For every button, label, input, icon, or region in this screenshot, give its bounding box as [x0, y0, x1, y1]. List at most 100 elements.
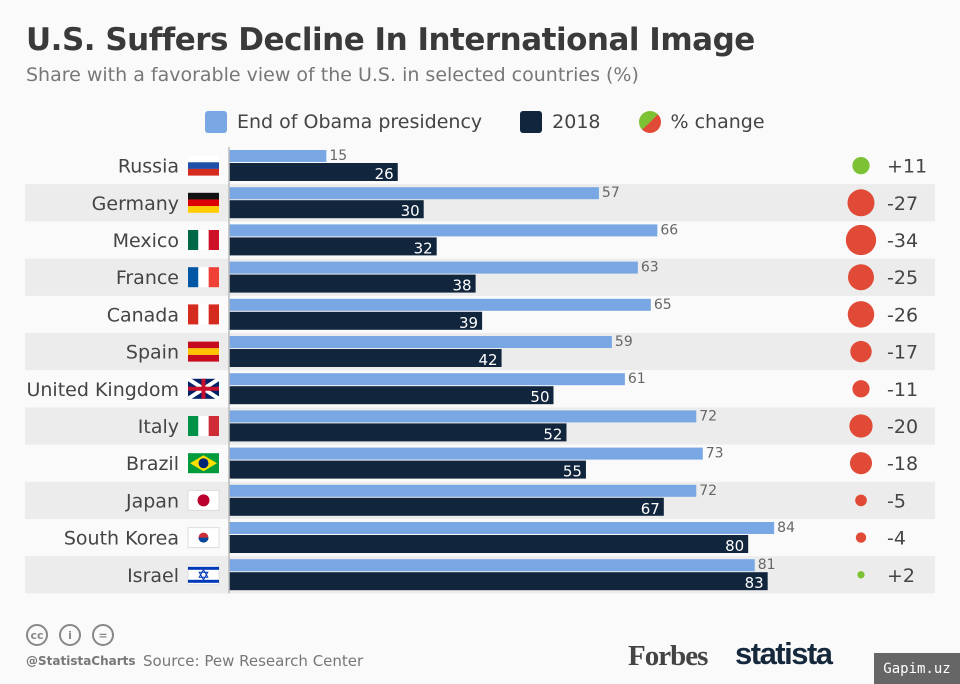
- flag-stripe: [198, 304, 209, 325]
- flag-stripe: [198, 416, 209, 436]
- bar-label-2018: 39: [459, 314, 478, 332]
- bar-2018: [229, 200, 424, 219]
- bar-2018: [229, 460, 586, 479]
- bar-obama: [229, 336, 612, 348]
- bar-label-2018: 55: [563, 463, 582, 481]
- flag-stripe: [208, 267, 219, 288]
- bar-2018: [229, 497, 664, 516]
- bar-obama: [229, 559, 755, 572]
- flag-stripe: [188, 206, 219, 213]
- change-label: -17: [887, 342, 918, 364]
- no-derivatives-icon: =: [92, 624, 114, 646]
- change-label: -34: [887, 230, 918, 252]
- change-label: -27: [887, 193, 918, 215]
- flag-stripe: [188, 199, 219, 207]
- bar-label-obama: 15: [329, 148, 347, 164]
- flag-stripe: [208, 416, 219, 436]
- change-bubble: [848, 264, 874, 291]
- bar-2018: [229, 237, 437, 256]
- change-label: +2: [887, 565, 915, 587]
- category-label: Brazil: [126, 453, 179, 475]
- change-label: -25: [887, 267, 918, 289]
- bar-label-obama: 65: [654, 297, 672, 313]
- bar-2018: [229, 274, 476, 293]
- flag-stripe: [188, 162, 219, 169]
- category-label: Israel: [127, 565, 179, 587]
- change-bubble: [847, 189, 875, 217]
- category-label: South Korea: [64, 528, 179, 550]
- bar-obama: [229, 484, 697, 497]
- change-bubble: [857, 571, 865, 579]
- bar-label-2018: 42: [478, 351, 497, 369]
- bar-2018: [229, 386, 554, 405]
- change-bubble: [855, 532, 867, 543]
- bar-label-obama: 59: [615, 334, 633, 350]
- change-label: -20: [887, 416, 918, 438]
- bar-label-2018: 52: [543, 425, 562, 443]
- bar-label-2018: 26: [375, 165, 394, 183]
- watermark: Gapim.uz: [874, 653, 960, 684]
- flag-stripe: [188, 566, 219, 570]
- bar-2018: [229, 535, 749, 553]
- bar-obama: [229, 373, 625, 386]
- bar-obama: [229, 410, 697, 423]
- bar-label-obama: 66: [660, 222, 678, 238]
- flag-stripe: [188, 230, 199, 250]
- bar-2018: [229, 572, 768, 591]
- legend-swatch-obama: [205, 111, 227, 133]
- bar-label-2018: 32: [414, 239, 433, 257]
- change-label: -4: [887, 528, 906, 550]
- legend-label: 2018: [552, 111, 601, 133]
- statista-logo: statista: [735, 636, 833, 671]
- change-bubble: [845, 224, 877, 256]
- flag-stripe: [198, 267, 209, 288]
- change-bubble: [855, 494, 867, 507]
- flag-stripe: [208, 304, 219, 325]
- source-note: Source: Pew Research Center: [143, 652, 364, 670]
- flag-stripe: [188, 416, 199, 436]
- category-label: France: [116, 267, 179, 289]
- change-label: -11: [887, 379, 918, 401]
- flag-stripe: [208, 230, 219, 250]
- bar-label-2018: 30: [401, 202, 420, 220]
- bar-chart: Russia 15 26 +11 Germany 57 30 -27 Mexico 66 32 -34…: [25, 147, 935, 594]
- flag-stripe: [188, 267, 199, 288]
- bar-label-obama: 72: [699, 483, 717, 499]
- category-label: Canada: [107, 304, 179, 326]
- bar-2018: [229, 163, 398, 181]
- bar-label-obama: 81: [758, 557, 776, 573]
- bar-label-obama: 61: [628, 371, 646, 387]
- bar-label-2018: 80: [725, 537, 744, 555]
- flag-stripe: [188, 354, 219, 362]
- bar-obama: [229, 522, 775, 534]
- change-label: -18: [887, 453, 918, 475]
- bar-obama: [229, 187, 599, 200]
- bar-label-obama: 73: [706, 446, 724, 462]
- bar-label-2018: 83: [745, 574, 764, 592]
- legend-swatch-change: [638, 111, 661, 133]
- flag-star: [198, 568, 209, 581]
- change-bubble: [849, 414, 873, 438]
- bar-label-obama: 63: [641, 260, 659, 276]
- legend-label: % change: [670, 111, 765, 133]
- bar-label-obama: 57: [602, 185, 620, 201]
- category-label: Mexico: [113, 230, 179, 252]
- category-label: Russia: [118, 156, 179, 178]
- legend-item-2018: 2018: [520, 111, 601, 133]
- change-label: -5: [887, 490, 906, 512]
- flag-stripe: [188, 348, 219, 355]
- legend-item-obama: End of Obama presidency: [205, 111, 482, 133]
- bar-obama: [229, 447, 703, 460]
- bar-obama: [229, 150, 327, 162]
- flag-taeguk: [198, 537, 209, 543]
- flag-stripe: [188, 341, 219, 349]
- category-label: United Kingdom: [26, 379, 179, 401]
- change-bubble: [852, 156, 870, 175]
- bar-label-obama: 72: [699, 408, 717, 424]
- legend: End of Obama presidency 2018 % change: [205, 111, 765, 133]
- flag-stripe: [188, 192, 219, 200]
- bar-label-2018: 50: [530, 388, 549, 406]
- flag-stripe: [188, 168, 219, 176]
- category-label: Italy: [138, 416, 179, 438]
- bar-2018: [229, 349, 502, 367]
